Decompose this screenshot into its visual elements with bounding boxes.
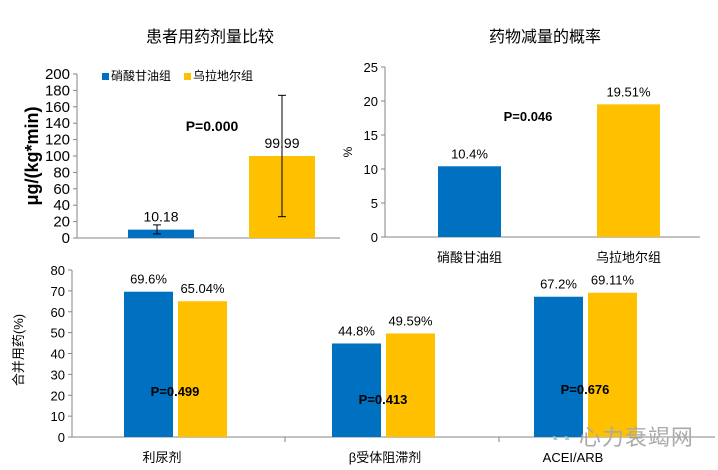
- y-tick-label: 120: [45, 132, 70, 149]
- y-tick-label: 80: [51, 263, 65, 278]
- bar: [332, 343, 381, 437]
- y-tick-label: 30: [51, 367, 65, 382]
- bar: [597, 104, 660, 237]
- y-tick-label: 50: [51, 326, 65, 341]
- x-tick-label: 乌拉地尔组: [596, 250, 661, 265]
- y-axis-label: 合并用药(%): [11, 314, 26, 386]
- y-axis-label: μg/(kg*min): [22, 106, 42, 205]
- y-tick-label: 200: [45, 66, 70, 83]
- y-tick-label: 20: [51, 388, 65, 403]
- data-label: 69.6%: [130, 272, 167, 287]
- y-tick-label: 10: [364, 162, 378, 177]
- y-tick-label: 60: [53, 181, 70, 198]
- y-tick-label: 0: [371, 230, 378, 245]
- y-tick-label: 40: [51, 347, 65, 362]
- y-tick-label: 5: [371, 196, 378, 211]
- bar: [178, 301, 227, 437]
- y-tick-label: 40: [53, 197, 70, 214]
- legend-label: 乌拉地尔组: [193, 68, 253, 83]
- p-value: P=0.000: [186, 118, 239, 134]
- y-tick-label: 140: [45, 115, 70, 132]
- y-axis-label: %: [341, 146, 355, 157]
- legend-swatch-blue: [102, 73, 109, 80]
- x-tick-label: 利尿剂: [142, 450, 181, 465]
- data-label: 69.11%: [591, 273, 635, 288]
- watermark: ◔◔ 心力衰竭网: [548, 425, 694, 450]
- p-value: P=0.046: [504, 109, 553, 124]
- y-tick-label: 20: [364, 94, 378, 109]
- data-label: 44.8%: [338, 323, 375, 338]
- data-label: 67.2%: [540, 277, 577, 292]
- data-label: 65.04%: [180, 281, 225, 296]
- y-tick-label: 60: [51, 305, 65, 320]
- y-tick-label: 80: [53, 164, 70, 181]
- legend-label: 硝酸甘油组: [111, 68, 171, 83]
- x-tick-label: ACEI/ARB: [543, 450, 604, 465]
- y-tick-label: 0: [62, 230, 70, 247]
- data-label: 19.51%: [606, 84, 651, 99]
- y-tick-label: 25: [364, 60, 378, 75]
- y-tick-label: 0: [58, 430, 65, 445]
- p-value: P=0.676: [561, 382, 610, 397]
- y-tick-label: 70: [51, 284, 65, 299]
- bar: [588, 292, 637, 437]
- x-tick-label: β受体阻滞剂: [349, 450, 421, 465]
- y-tick-label: 15: [364, 128, 378, 143]
- data-label: 49.59%: [388, 313, 433, 328]
- x-tick-label: 硝酸甘油组: [437, 250, 502, 265]
- p-value: P=0.413: [359, 392, 408, 407]
- y-tick-label: 180: [45, 82, 70, 99]
- wechat-icon: ◔◔: [548, 429, 572, 449]
- bar: [386, 333, 435, 437]
- data-label: 10.18: [143, 209, 178, 225]
- y-tick-label: 20: [53, 214, 70, 231]
- bar: [438, 166, 501, 237]
- legend-swatch-yellow: [184, 73, 191, 80]
- y-tick-label: 10: [51, 409, 65, 424]
- y-tick-label: 160: [45, 99, 70, 116]
- chart-title: 患者用药剂量比较: [146, 28, 274, 46]
- data-label: 10.4%: [451, 146, 488, 161]
- bar: [124, 291, 173, 437]
- bar: [534, 296, 583, 437]
- y-tick-label: 100: [45, 148, 70, 165]
- p-value: P=0.499: [151, 384, 200, 399]
- chart-title: 药物减量的概率: [489, 28, 601, 46]
